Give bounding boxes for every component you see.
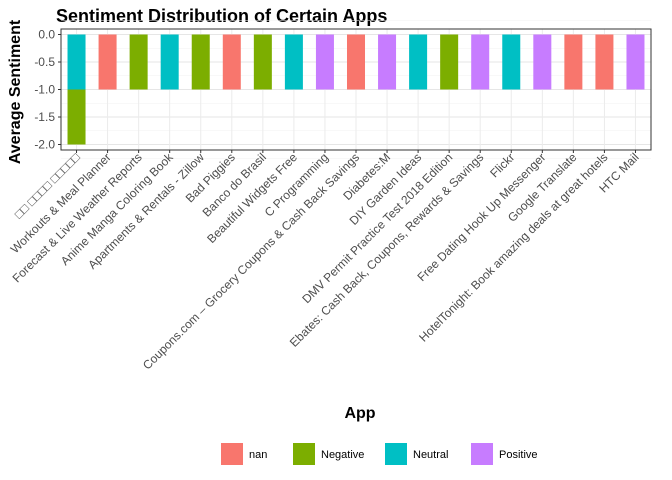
bar-neutral (67, 34, 86, 90)
bar-positive (471, 34, 490, 90)
x-axis-title: App (344, 405, 375, 422)
bar-nan (222, 34, 241, 90)
y-tick-label: 0.0 (38, 28, 55, 42)
bar-nan (346, 34, 366, 90)
legend-key-negative (293, 443, 315, 465)
bar-negative (129, 34, 148, 90)
y-axis-ticks: 0.0 -0.5 -1.0 -1.5 -2.0 (34, 28, 61, 152)
bar-positive (626, 34, 645, 90)
bar-nan (595, 34, 614, 90)
legend: nan Negative Neutral Positive (221, 443, 538, 465)
x-tick-label: Forecast & Live Weather Reports (10, 150, 145, 285)
bar-nan (98, 34, 117, 90)
y-tick-label: -1.5 (34, 110, 55, 124)
bar-nan (564, 34, 583, 90)
bar-negative (67, 89, 86, 145)
bar-neutral (160, 34, 179, 90)
legend-label: Neutral (413, 449, 448, 461)
bar-neutral (284, 34, 303, 90)
bar-positive (315, 34, 334, 90)
bar-neutral (502, 34, 521, 90)
legend-label: Negative (321, 449, 364, 461)
bar-positive (378, 34, 397, 90)
bar-negative (191, 34, 210, 90)
x-axis-ticks: □□ □□□□ □□□□□Workouts & Meal PlannerFore… (8, 150, 642, 373)
bar-negative (253, 34, 272, 90)
y-tick-label: -1.0 (34, 83, 55, 97)
legend-key-neutral (385, 443, 407, 465)
legend-label: nan (249, 449, 267, 461)
legend-label: Positive (499, 449, 538, 461)
bar-negative (440, 34, 459, 90)
y-axis-title: Average Sentiment (7, 19, 24, 164)
bar-neutral (409, 34, 428, 90)
y-tick-label: -2.0 (34, 138, 55, 152)
legend-key-nan (221, 443, 243, 465)
bar-positive (533, 34, 552, 90)
chart-title: Sentiment Distribution of Certain Apps (56, 6, 387, 26)
legend-key-positive (471, 443, 493, 465)
bars (67, 34, 645, 145)
y-tick-label: -0.5 (34, 55, 55, 69)
